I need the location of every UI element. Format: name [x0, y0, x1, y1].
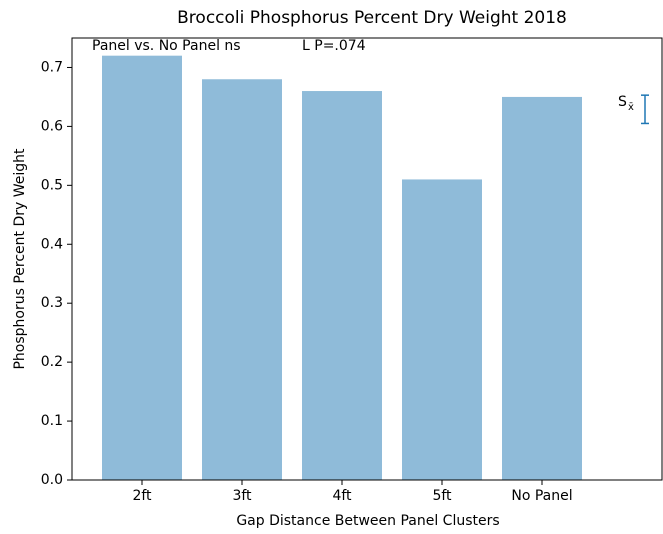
annotation: Panel vs. No Panel ns — [92, 38, 241, 54]
bar — [402, 179, 482, 480]
y-tick-label: 0.7 — [41, 59, 63, 75]
y-tick-label: 0.6 — [41, 118, 63, 134]
y-tick-label: 0.2 — [41, 354, 63, 370]
x-tick-label: 3ft — [232, 488, 252, 504]
bar — [302, 91, 382, 480]
bar — [502, 96, 582, 480]
x-tick-label: No Panel — [511, 488, 572, 504]
y-tick-label: 0.0 — [41, 472, 63, 488]
error-label-subscript: x̄ — [628, 102, 634, 113]
y-tick-label: 0.3 — [41, 295, 63, 311]
y-axis-label: Phosphorus Percent Dry Weight — [12, 148, 28, 370]
x-tick-label: 4ft — [332, 488, 352, 504]
x-axis-label: Gap Distance Between Panel Clusters — [236, 513, 499, 529]
y-tick-label: 0.4 — [41, 236, 63, 252]
bar — [202, 79, 282, 481]
chart-title: Broccoli Phosphorus Percent Dry Weight 2… — [177, 8, 567, 28]
x-tick-label: 2ft — [132, 488, 152, 504]
plot-frame — [71, 37, 663, 481]
annotation: L P=.074 — [302, 38, 366, 54]
error-label: S — [618, 94, 627, 110]
y-tick-label: 0.1 — [41, 413, 63, 429]
y-tick-label: 0.5 — [41, 177, 63, 193]
x-tick-label: 5ft — [432, 488, 452, 504]
bar — [102, 55, 182, 481]
